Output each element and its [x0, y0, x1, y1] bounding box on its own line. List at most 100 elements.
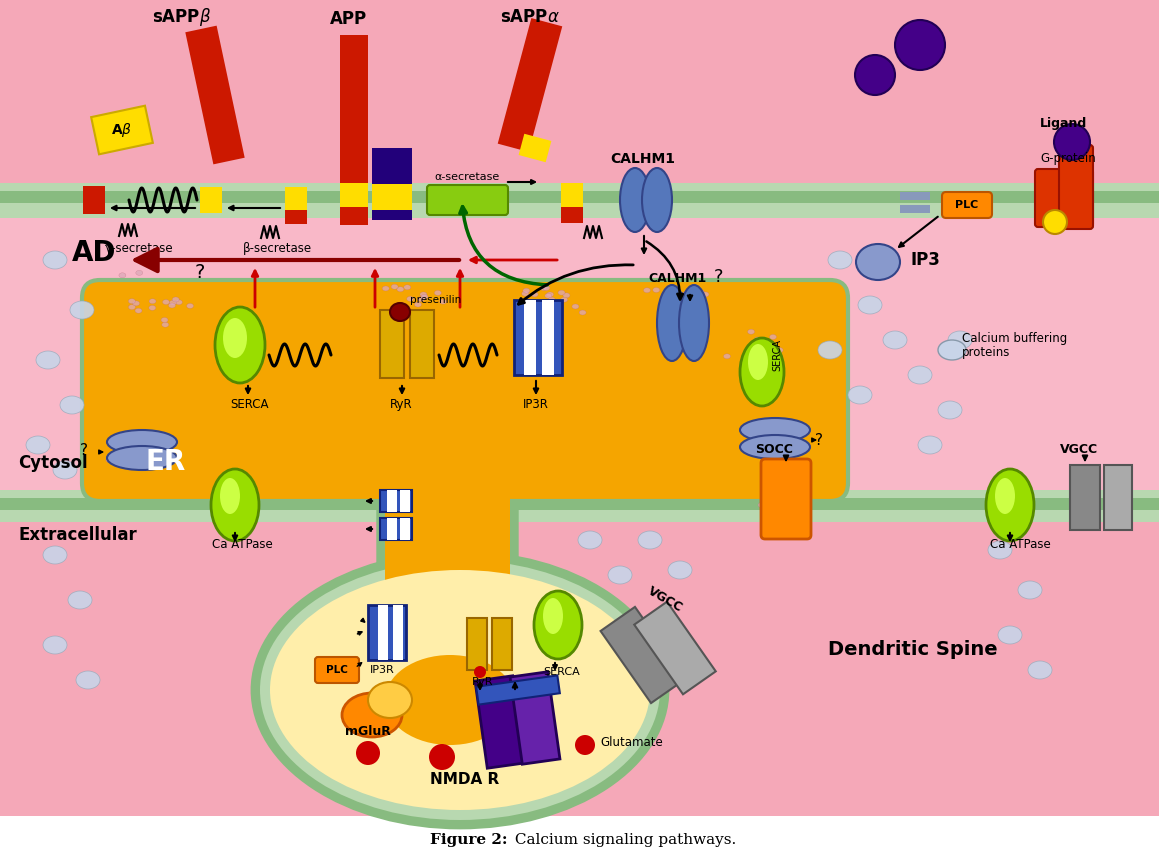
Ellipse shape: [107, 446, 177, 470]
Ellipse shape: [767, 498, 774, 503]
Bar: [285, 187, 307, 213]
Ellipse shape: [148, 439, 156, 444]
Bar: [0, 498, 1159, 510]
Ellipse shape: [43, 636, 67, 654]
Text: proteins: proteins: [962, 346, 1011, 359]
Ellipse shape: [421, 294, 428, 299]
Ellipse shape: [76, 671, 100, 689]
Ellipse shape: [216, 307, 265, 383]
Ellipse shape: [43, 251, 67, 269]
Ellipse shape: [531, 292, 538, 297]
Ellipse shape: [168, 303, 175, 308]
Bar: [393, 605, 403, 660]
Ellipse shape: [540, 286, 547, 291]
Ellipse shape: [36, 351, 60, 369]
Text: SERCA: SERCA: [229, 398, 269, 411]
Ellipse shape: [774, 351, 781, 356]
Text: Figure 2:: Figure 2:: [430, 833, 508, 847]
Ellipse shape: [131, 450, 138, 456]
Ellipse shape: [818, 341, 841, 359]
Text: Extracellular: Extracellular: [19, 526, 137, 544]
Ellipse shape: [270, 570, 650, 810]
Text: Glutamate: Glutamate: [600, 735, 663, 748]
Ellipse shape: [828, 251, 852, 269]
Ellipse shape: [770, 372, 777, 378]
FancyBboxPatch shape: [82, 280, 848, 501]
Text: CALHM1: CALHM1: [648, 272, 706, 285]
Ellipse shape: [474, 666, 486, 678]
Text: PLC: PLC: [955, 200, 978, 210]
Ellipse shape: [389, 303, 410, 321]
Bar: [340, 183, 369, 209]
Bar: [201, 187, 223, 213]
Text: ER: ER: [145, 448, 185, 476]
Ellipse shape: [775, 484, 782, 489]
Ellipse shape: [173, 297, 180, 302]
Text: G-protein: G-protein: [1040, 152, 1095, 165]
Ellipse shape: [578, 531, 602, 549]
Text: α-secretase: α-secretase: [435, 172, 500, 182]
Ellipse shape: [755, 337, 761, 342]
Text: IP3: IP3: [910, 251, 940, 269]
Ellipse shape: [938, 340, 965, 360]
Ellipse shape: [761, 491, 768, 495]
Bar: [0, 191, 1159, 203]
Ellipse shape: [779, 523, 786, 529]
Ellipse shape: [608, 566, 632, 584]
Ellipse shape: [252, 552, 668, 828]
Ellipse shape: [1054, 124, 1089, 160]
FancyBboxPatch shape: [1059, 145, 1093, 229]
Bar: [285, 210, 307, 224]
Ellipse shape: [134, 308, 143, 313]
Bar: [1070, 465, 1100, 530]
Ellipse shape: [342, 693, 402, 737]
Ellipse shape: [534, 591, 582, 659]
Ellipse shape: [907, 366, 932, 384]
Ellipse shape: [763, 511, 770, 517]
Text: ?: ?: [80, 443, 88, 458]
Ellipse shape: [435, 290, 442, 295]
Ellipse shape: [742, 358, 749, 363]
Ellipse shape: [739, 435, 810, 459]
Bar: [0, 816, 1159, 858]
Text: mGluR: mGluR: [345, 725, 391, 738]
Text: APP: APP: [329, 10, 366, 28]
Ellipse shape: [60, 396, 83, 414]
Ellipse shape: [545, 293, 552, 299]
Ellipse shape: [748, 344, 768, 380]
Bar: [510, 672, 560, 764]
Bar: [634, 601, 716, 694]
Ellipse shape: [548, 297, 555, 302]
Ellipse shape: [126, 465, 133, 470]
Ellipse shape: [162, 323, 169, 327]
Bar: [0, 218, 1159, 490]
Bar: [561, 183, 583, 209]
Ellipse shape: [642, 168, 672, 232]
Ellipse shape: [391, 284, 398, 289]
Ellipse shape: [681, 292, 688, 297]
Ellipse shape: [1018, 581, 1042, 599]
Ellipse shape: [895, 20, 945, 70]
FancyBboxPatch shape: [385, 474, 510, 654]
Ellipse shape: [994, 478, 1015, 514]
Bar: [387, 518, 398, 540]
Bar: [600, 607, 685, 703]
Ellipse shape: [998, 626, 1022, 644]
Ellipse shape: [415, 302, 422, 307]
Ellipse shape: [763, 353, 770, 358]
Bar: [369, 605, 406, 660]
Ellipse shape: [211, 469, 258, 541]
Ellipse shape: [107, 430, 177, 454]
Ellipse shape: [544, 598, 563, 634]
Ellipse shape: [150, 299, 156, 304]
Text: VGCC: VGCC: [1060, 443, 1098, 456]
Bar: [378, 605, 388, 660]
Ellipse shape: [119, 273, 126, 278]
Ellipse shape: [420, 292, 427, 297]
Ellipse shape: [637, 531, 662, 549]
Text: SERCA: SERCA: [772, 339, 782, 371]
Ellipse shape: [777, 347, 783, 353]
Bar: [0, 522, 1159, 816]
Ellipse shape: [857, 244, 901, 280]
Ellipse shape: [723, 353, 730, 359]
